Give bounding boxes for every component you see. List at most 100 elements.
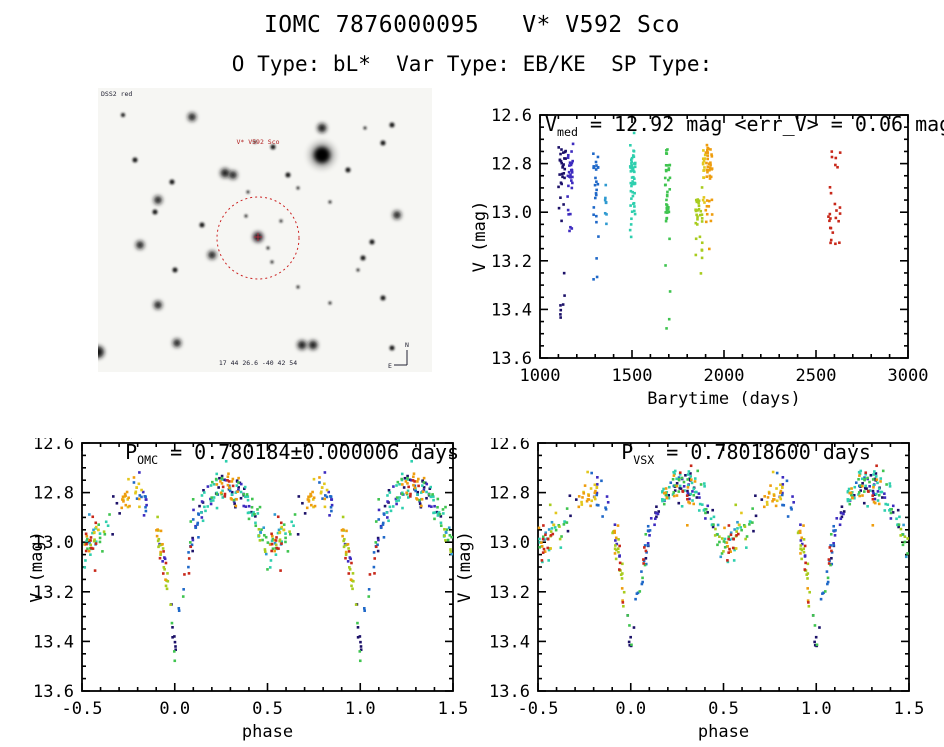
data-point (735, 530, 738, 533)
data-point (629, 144, 632, 147)
data-point (257, 527, 261, 531)
data-point (230, 480, 234, 483)
data-point (263, 548, 267, 551)
data-point (425, 482, 429, 486)
data-point (848, 502, 852, 506)
data-point (722, 550, 725, 553)
data-point (256, 512, 260, 515)
data-point (189, 545, 193, 549)
data-point (735, 534, 738, 537)
data-point (563, 167, 567, 171)
star (188, 113, 196, 121)
data-point (889, 507, 892, 511)
data-point (244, 505, 248, 508)
data-point (765, 500, 769, 504)
data-point (704, 208, 708, 212)
data-point (83, 543, 87, 546)
data-point (876, 499, 880, 502)
x-tick-label: -0.5 (62, 699, 103, 719)
data-point (537, 526, 541, 530)
data-point (633, 212, 637, 216)
data-point (407, 485, 410, 489)
data-point (540, 559, 544, 562)
data-point (546, 546, 550, 550)
data-point (800, 542, 804, 546)
data-point (544, 533, 547, 537)
data-point (98, 540, 102, 544)
data-point (906, 537, 910, 540)
data-point (858, 494, 861, 498)
data-point (558, 537, 562, 541)
data-point (826, 580, 830, 584)
data-point (247, 517, 251, 521)
data-point (320, 490, 323, 494)
data-point (89, 553, 92, 556)
data-point (615, 542, 619, 546)
data-point (740, 511, 743, 515)
star (154, 196, 162, 204)
data-point (663, 176, 667, 180)
phase-omc-title-rest: = 0.780184±0.000006 days (158, 440, 460, 464)
data-point (449, 548, 452, 551)
data-point (825, 570, 829, 573)
data-point (734, 547, 738, 550)
data-point (373, 557, 377, 560)
data-point (799, 523, 802, 527)
data-point (614, 557, 618, 561)
data-point (161, 572, 165, 575)
data-point (633, 191, 636, 195)
data-point (734, 503, 738, 507)
data-point (736, 520, 739, 524)
data-point (548, 503, 552, 507)
data-point (200, 500, 204, 503)
data-point (372, 565, 376, 569)
data-point (311, 498, 315, 501)
data-point (745, 546, 748, 549)
data-point (420, 497, 424, 501)
timeseries-title-rest: = 12.92 mag <err_V> = 0.06 mag (577, 112, 944, 136)
star (393, 211, 401, 219)
data-point (644, 549, 648, 553)
data-point (803, 568, 807, 571)
data-point (276, 515, 280, 519)
data-point (159, 552, 163, 555)
data-point (85, 539, 88, 543)
data-point (544, 531, 548, 535)
data-point (328, 514, 331, 517)
data-point (93, 569, 97, 572)
data-point (448, 533, 452, 537)
data-point (341, 528, 345, 531)
data-point (605, 213, 608, 216)
data-point (866, 505, 869, 508)
data-point (680, 476, 684, 480)
star (253, 140, 257, 144)
data-point (689, 492, 693, 496)
data-point (702, 196, 706, 199)
data-point (686, 497, 689, 501)
data-point (771, 470, 775, 474)
data-point (164, 561, 168, 565)
data-point (538, 545, 541, 549)
data-point (350, 561, 353, 565)
data-point (668, 237, 671, 241)
data-point (700, 256, 704, 260)
data-point (138, 471, 141, 474)
data-point (547, 528, 551, 531)
data-point (632, 149, 636, 153)
data-point (630, 184, 633, 188)
data-point (838, 206, 842, 209)
data-point (223, 492, 227, 496)
data-point (840, 511, 843, 515)
data-point (540, 545, 544, 548)
data-point (159, 529, 163, 533)
data-point (605, 495, 609, 498)
data-point (221, 496, 225, 499)
data-point (677, 490, 681, 493)
data-point (729, 531, 733, 535)
data-point (268, 566, 272, 569)
data-point (406, 476, 409, 480)
data-point (282, 528, 286, 532)
data-point (618, 561, 622, 565)
data-point (264, 535, 268, 539)
data-point (700, 186, 704, 189)
